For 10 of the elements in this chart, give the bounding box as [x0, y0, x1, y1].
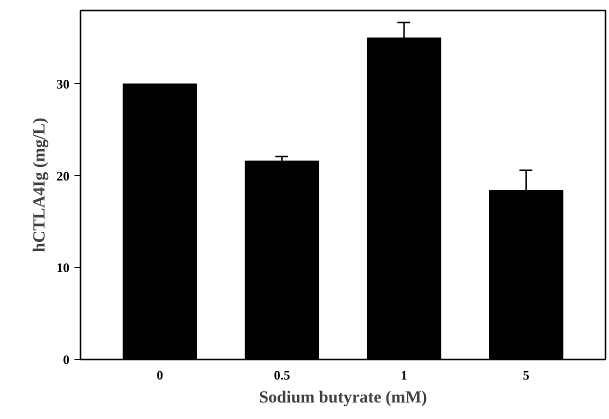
y-tick-label: 0	[63, 352, 70, 367]
x-tick-label: 0	[156, 368, 164, 382]
x-tick-label: 5	[522, 368, 530, 382]
x-tick-label: 1	[400, 368, 408, 382]
y-tick-label: 20	[56, 168, 70, 184]
y-tick-label: 10	[56, 260, 70, 276]
x-axis-title: Sodium butyrate (mM)	[258, 388, 428, 406]
y-tick-label: 30	[56, 76, 70, 92]
x-tick-label: 0.5	[274, 368, 291, 382]
y-axis-title: hCTLA4Ig (mg/L)	[30, 118, 48, 252]
